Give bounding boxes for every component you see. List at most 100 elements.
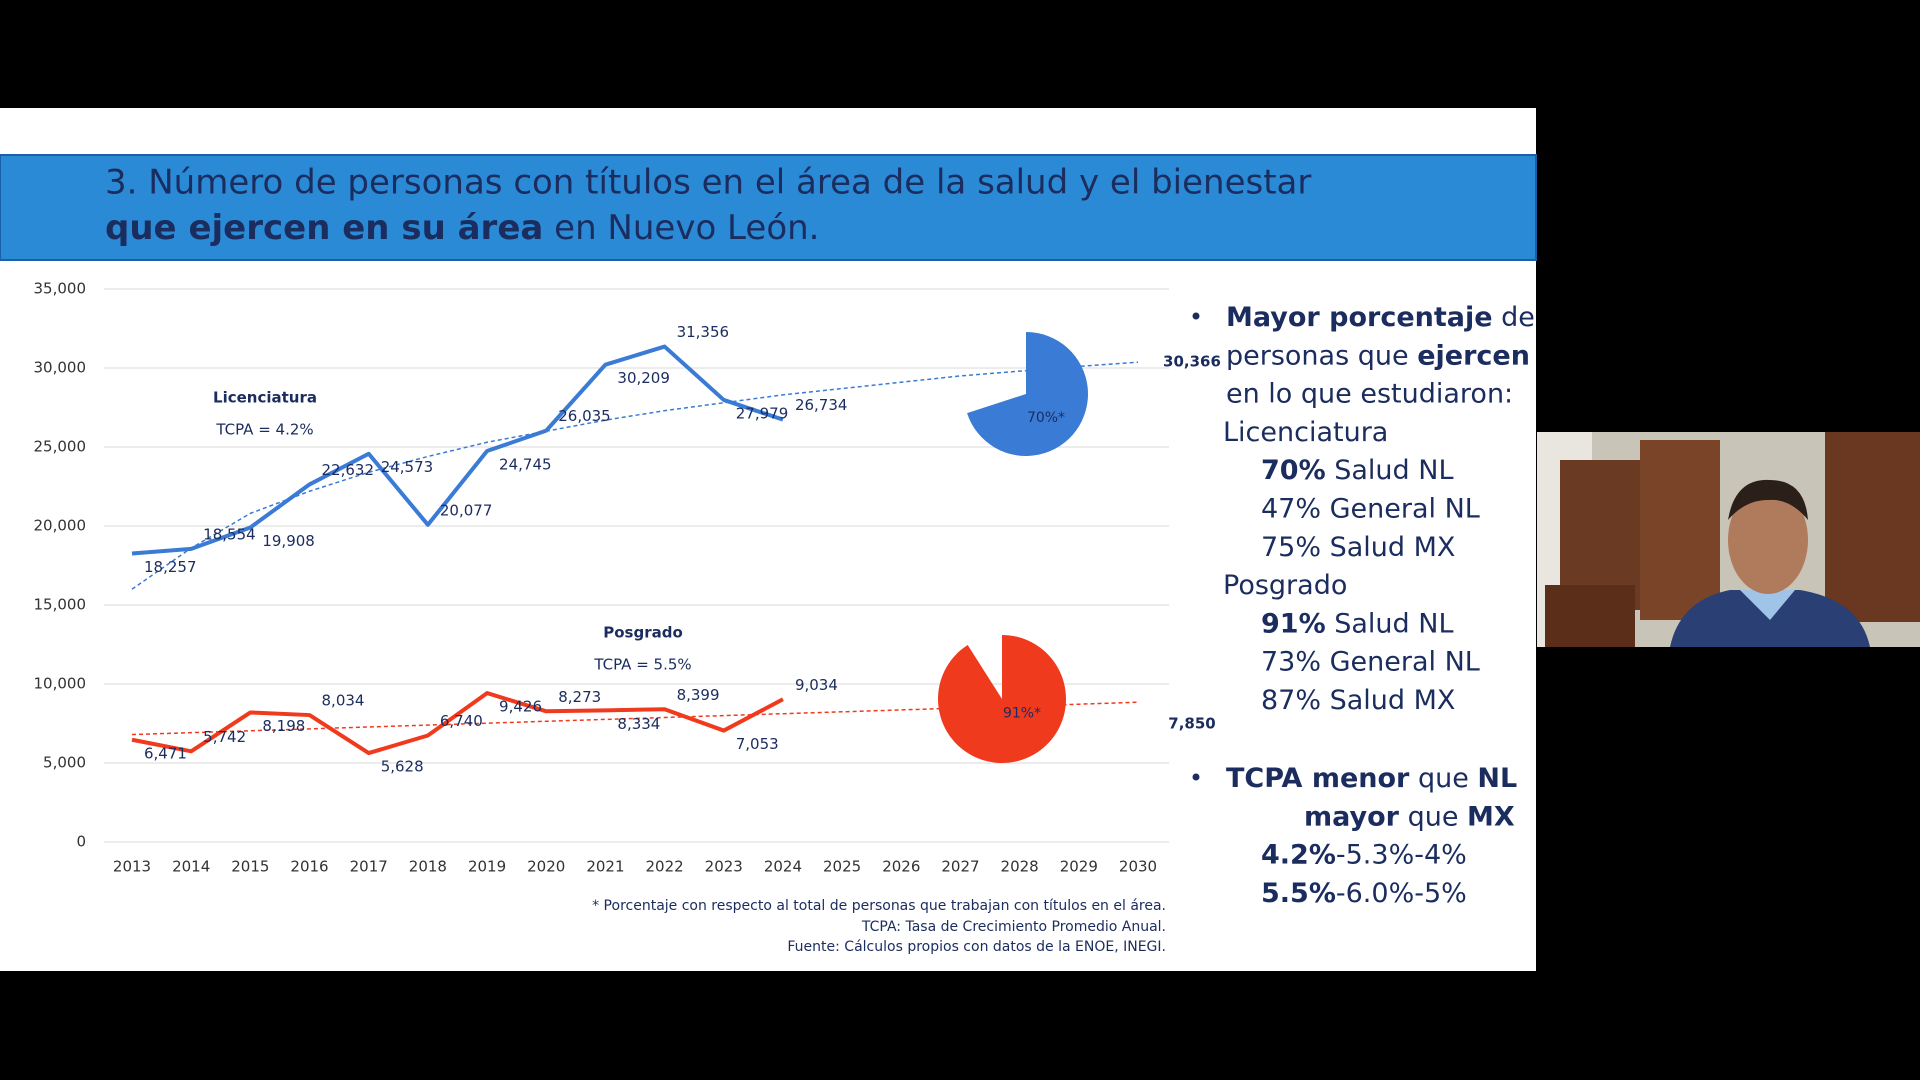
title-bold: que ejercen en su área — [105, 208, 543, 248]
y-tick-label: 15,000 — [34, 596, 87, 614]
note-line: 5.5%-6.0%-5% — [1261, 877, 1467, 908]
x-tick-label: 2027 — [941, 858, 979, 876]
cabinet — [1825, 432, 1920, 622]
pie-slice — [938, 635, 1066, 763]
note-line: Posgrado — [1223, 570, 1347, 601]
data-label: 20,077 — [440, 501, 493, 519]
note-text: 87% Salud MX — [1261, 685, 1455, 716]
data-label: 8,334 — [617, 715, 660, 733]
y-tick-label: 5,000 — [43, 754, 86, 772]
note-text: de — [1493, 302, 1535, 333]
note-text: en lo que estudiaron: — [1226, 378, 1513, 409]
x-tick-label: 2020 — [527, 858, 565, 876]
hair — [1728, 479, 1808, 520]
pie-label: 91%* — [1003, 705, 1041, 721]
x-tick-label: 2022 — [645, 858, 683, 876]
x-tick-label: 2018 — [409, 858, 447, 876]
note-line: Licenciatura — [1223, 416, 1388, 447]
note-text: Salud NL — [1326, 455, 1454, 486]
pie-label: 70%* — [1027, 410, 1065, 426]
note-line: 87% Salud MX — [1261, 685, 1455, 716]
note-line: 4.2%-5.3%-4% — [1261, 839, 1467, 870]
x-tick-label: 2026 — [882, 858, 920, 876]
note-text: TCPA menor — [1226, 763, 1410, 794]
note-text: Salud NL — [1326, 608, 1454, 639]
data-label: 8,034 — [322, 692, 365, 710]
data-label: 26,035 — [558, 407, 611, 425]
x-tick-label: 2013 — [113, 858, 151, 876]
data-label: 6,740 — [440, 712, 483, 730]
y-tick-label: 10,000 — [34, 675, 87, 693]
data-label: 9,034 — [795, 676, 838, 694]
x-tick-label: 2021 — [586, 858, 624, 876]
note-text: 73% General NL — [1261, 646, 1480, 677]
note-text: NL — [1477, 763, 1517, 794]
note-text: que — [1399, 801, 1467, 832]
note-text: personas que — [1226, 340, 1417, 371]
data-label: 9,426 — [499, 698, 542, 716]
footnote: Fuente: Cálculos propios con datos de la… — [787, 939, 1166, 955]
x-tick-label: 2023 — [705, 858, 743, 876]
bullet — [1192, 312, 1200, 320]
note-text: 5.5% — [1261, 877, 1336, 908]
trend-end-label: 7,850 — [1168, 714, 1215, 732]
note-text: 70% — [1261, 455, 1326, 486]
x-tick-label: 2015 — [231, 858, 269, 876]
note-text: que — [1409, 763, 1477, 794]
note-line: Mayor porcentaje de — [1226, 302, 1535, 333]
note-line: 91% Salud NL — [1261, 608, 1453, 639]
y-tick-label: 30,000 — [34, 359, 87, 377]
note-text: Licenciatura — [1223, 416, 1388, 447]
note-line: personas que ejercen — [1226, 340, 1530, 371]
note-text: 91% — [1261, 608, 1326, 639]
note-line: en lo que estudiaron: — [1226, 378, 1513, 409]
note-text: 75% Salud MX — [1261, 531, 1455, 562]
data-label: 6,471 — [144, 744, 187, 762]
note-text: 4.2% — [1261, 839, 1336, 870]
data-label: 8,198 — [262, 717, 305, 735]
series-tcpa: TCPA = 4.2% — [215, 421, 313, 439]
y-tick-label: 0 — [76, 833, 86, 851]
bookshelf — [1640, 440, 1720, 620]
data-label: 8,399 — [677, 686, 720, 704]
x-tick-label: 2019 — [468, 858, 506, 876]
data-label: 31,356 — [677, 323, 730, 341]
note-text: -6.0%-5% — [1336, 877, 1467, 908]
series-line — [131, 344, 784, 556]
bullet — [1192, 773, 1200, 781]
data-label: 27,979 — [736, 404, 789, 422]
note-line: 75% Salud MX — [1261, 531, 1455, 562]
data-label: 24,745 — [499, 456, 552, 474]
note-line: 47% General NL — [1261, 493, 1480, 524]
data-label: 18,257 — [144, 558, 197, 576]
title-line-1: 3. Número de personas con títulos en el … — [105, 163, 1311, 203]
footnote: * Porcentaje con respecto al total de pe… — [592, 898, 1166, 914]
y-tick-label: 20,000 — [34, 517, 87, 535]
x-tick-label: 2028 — [1001, 858, 1039, 876]
x-tick-label: 2025 — [823, 858, 861, 876]
trend-line — [131, 361, 1139, 590]
note-line: mayor que MX — [1304, 801, 1515, 832]
note-text: 47% General NL — [1261, 493, 1480, 524]
data-label: 5,628 — [381, 758, 424, 776]
x-tick-label: 2030 — [1119, 858, 1157, 876]
note-text: Posgrado — [1223, 570, 1347, 601]
title-line-2: que ejercen en su área en Nuevo León. — [105, 208, 819, 248]
note-text: mayor — [1304, 801, 1400, 832]
desk — [1545, 585, 1635, 647]
data-label: 22,632 — [322, 461, 375, 479]
data-label: 8,273 — [558, 688, 601, 706]
webcam — [1537, 432, 1920, 647]
data-label: 18,554 — [203, 525, 256, 543]
data-label: 24,573 — [381, 458, 434, 476]
note-line: 70% Salud NL — [1261, 455, 1453, 486]
data-label: 30,209 — [617, 369, 670, 387]
data-label: 26,734 — [795, 396, 848, 414]
note-text: ejercen — [1417, 340, 1530, 371]
x-tick-label: 2029 — [1060, 858, 1098, 876]
trend-end-label: 30,366 — [1163, 353, 1221, 371]
x-tick-label: 2024 — [764, 858, 802, 876]
shirt — [1740, 590, 1795, 620]
y-tick-label: 35,000 — [34, 280, 87, 298]
note-line: TCPA menor que NL — [1226, 763, 1517, 794]
